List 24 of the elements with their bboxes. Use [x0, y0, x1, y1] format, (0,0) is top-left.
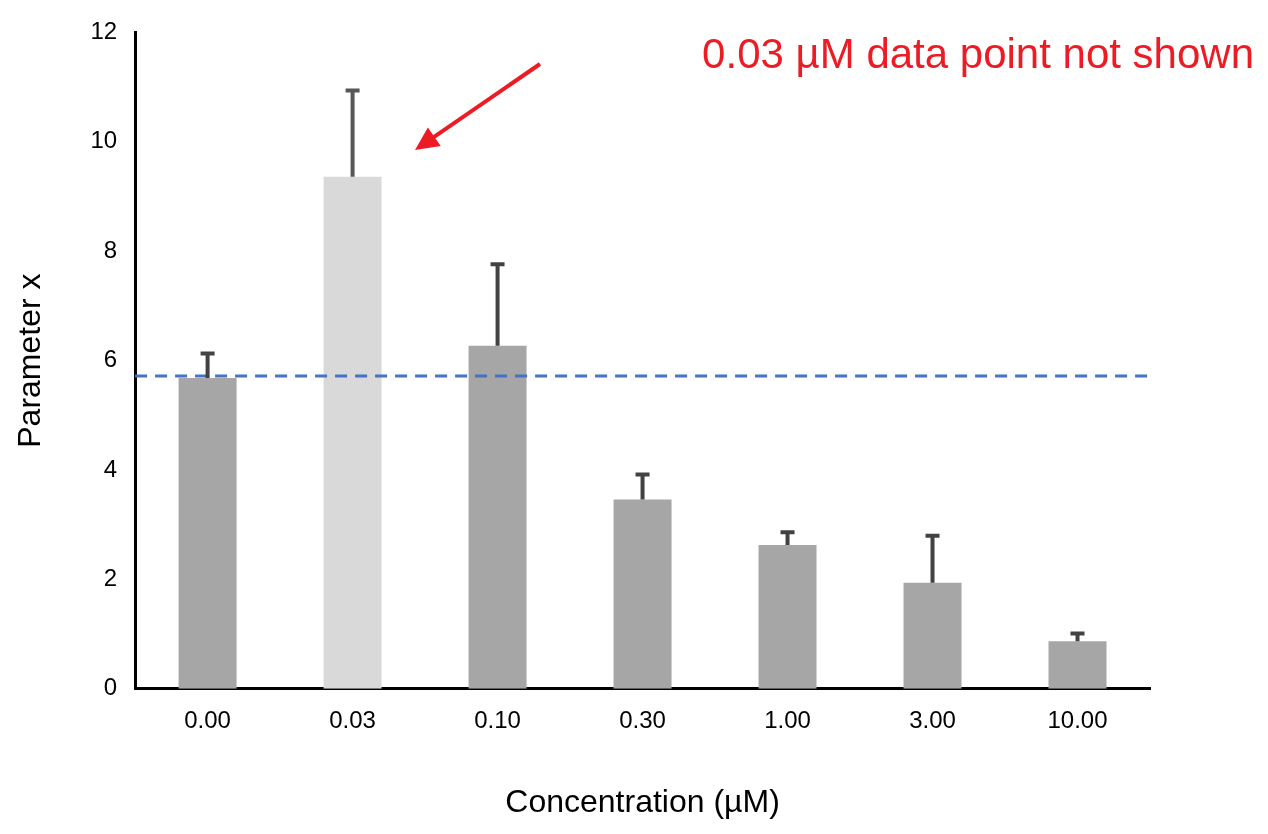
- x-tick-label: 0.10: [474, 705, 521, 733]
- x-tick-label: 0.30: [619, 705, 666, 733]
- x-tick-label: 0.03: [329, 705, 376, 733]
- x-axis-title: Concentration (µM): [505, 782, 780, 819]
- y-tick-label: 4: [103, 454, 118, 482]
- y-tick-label: 12: [90, 17, 118, 45]
- y-tick-label: 8: [103, 235, 118, 263]
- bar: [758, 544, 817, 689]
- x-tick-label: 10.00: [1047, 705, 1108, 733]
- bar: [613, 499, 672, 689]
- y-tick-label: 10: [90, 126, 118, 154]
- bar: [178, 378, 237, 689]
- annotation: 0.03 µM data point not shown: [702, 29, 1254, 77]
- bar: [468, 345, 527, 689]
- bar: [1048, 641, 1107, 689]
- bar: [903, 582, 962, 689]
- bar: [323, 176, 382, 689]
- y-tick-label: 0: [103, 673, 118, 701]
- x-tick-label: 1.00: [764, 705, 811, 733]
- x-tick-label: 0.00: [184, 705, 231, 733]
- y-tick-label: 6: [103, 345, 118, 373]
- y-axis-title: Parameter x: [11, 273, 48, 448]
- x-tick-label: 3.00: [909, 705, 956, 733]
- y-tick-label: 2: [103, 564, 118, 592]
